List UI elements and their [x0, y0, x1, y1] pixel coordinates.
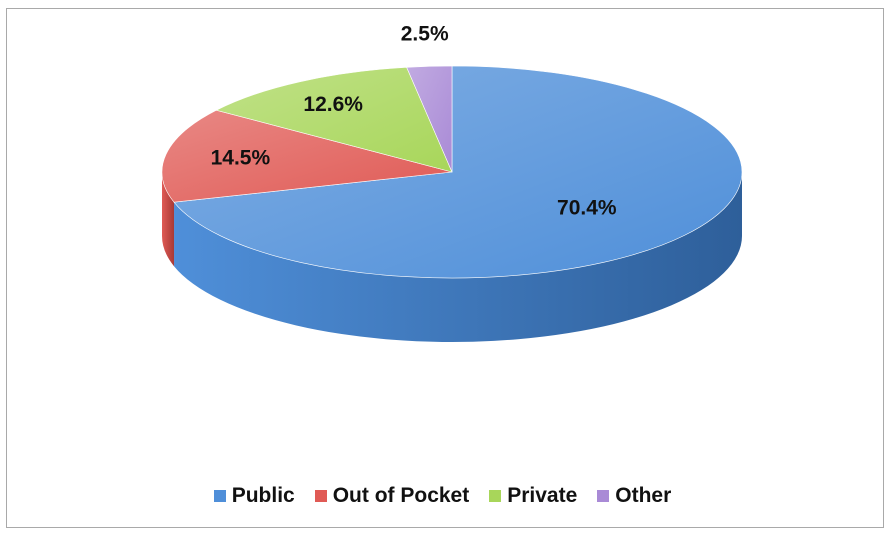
data-label-out-of-pocket: 14.5% — [211, 147, 271, 170]
legend: Public Out of Pocket Private Other — [0, 480, 885, 512]
legend-label-out-of-pocket: Out of Pocket — [332, 484, 470, 507]
legend-swatch-public — [213, 490, 226, 502]
legend-item-other: Other — [597, 484, 671, 508]
data-label-private: 12.6% — [303, 93, 363, 116]
data-label-other: 2.5% — [401, 23, 449, 46]
pie-slice-highlight-private — [216, 67, 452, 172]
legend-swatch-private — [489, 490, 502, 502]
legend-item-private: Private — [489, 484, 577, 508]
pie-slice-highlight-public — [174, 66, 742, 278]
pie-sides — [162, 172, 742, 343]
legend-item-out-of-pocket: Out of Pocket — [314, 484, 470, 508]
pie-tops — [161, 65, 743, 279]
pie-slice-highlight-other — [406, 66, 452, 172]
pie-side-out-of-pocket — [162, 172, 175, 267]
data-label-public: 70.4% — [557, 196, 617, 219]
pie-labels: 70.4% 14.5% 12.6% 2.5% — [211, 23, 617, 220]
legend-label-public: Public — [231, 484, 295, 507]
legend-swatch-out-of-pocket — [314, 490, 327, 502]
legend-label-private: Private — [507, 484, 578, 507]
pie-side-public — [174, 172, 742, 343]
legend-item-public: Public — [213, 484, 295, 508]
pie-slice-highlight-out-of-pocket — [162, 110, 453, 203]
legend-swatch-other — [597, 490, 610, 502]
legend-label-other: Other — [615, 484, 672, 507]
